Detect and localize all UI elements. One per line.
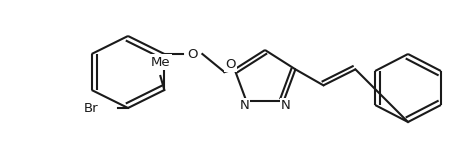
Text: Me: Me [151,56,170,69]
Text: Br: Br [83,102,98,114]
Text: O: O [225,58,236,71]
Text: N: N [281,99,291,112]
Text: O: O [187,48,198,60]
Text: N: N [239,99,249,112]
